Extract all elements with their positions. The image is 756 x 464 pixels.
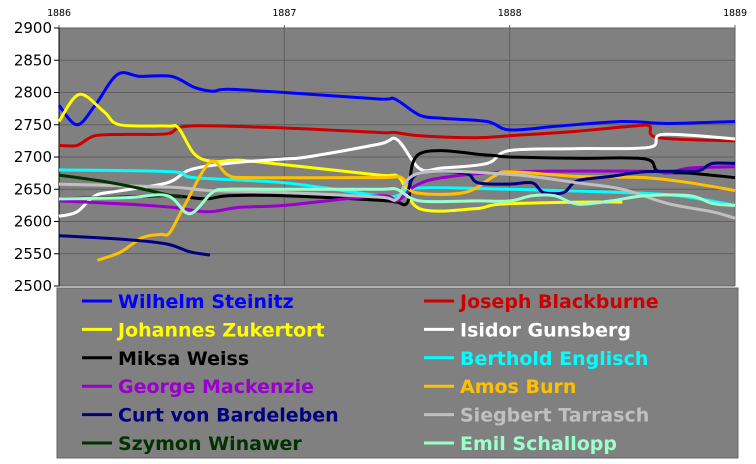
y-tick-label: 2800 bbox=[14, 84, 52, 102]
series-line-miksa-weiss bbox=[58, 149, 736, 207]
x-tick-label: 1886 bbox=[47, 8, 71, 19]
y-tick-label: 2650 bbox=[14, 180, 52, 198]
y-tick-label: 2700 bbox=[14, 148, 52, 166]
legend-label: Berthold Englisch bbox=[460, 348, 648, 370]
series-line-berthold-englisch bbox=[58, 168, 736, 207]
x-tick-label: 1889 bbox=[723, 8, 747, 19]
legend-box bbox=[56, 287, 739, 459]
x-tick-label: 1888 bbox=[498, 8, 522, 19]
y-tick-label: 2500 bbox=[14, 277, 52, 295]
y-tick-label: 2850 bbox=[14, 51, 52, 69]
y-tick-label: 2750 bbox=[14, 116, 52, 134]
series-line-johannes-zukertort bbox=[57, 92, 623, 213]
series-line-curt-von-bardeleben bbox=[58, 234, 211, 257]
series-line-isidor-gunsberg bbox=[58, 132, 736, 218]
legend-label: Amos Burn bbox=[460, 376, 576, 398]
legend-label: Joseph Blackburne bbox=[458, 291, 659, 313]
legend-label: Szymon Winawer bbox=[118, 433, 302, 455]
series-line-joseph-blackburne bbox=[58, 123, 736, 148]
legend-label: Johannes Zukertort bbox=[116, 319, 325, 341]
legend-label: Wilhelm Steinitz bbox=[118, 291, 294, 313]
series-lines bbox=[57, 71, 736, 262]
y-axis: 2900 2850 2800 2750 2700 2650 2600 2550 2500 bbox=[14, 19, 60, 295]
legend-label: Isidor Gunsberg bbox=[460, 319, 631, 341]
y-tick-label: 2550 bbox=[14, 245, 52, 263]
x-axis: 1886 1887 1888 1889 bbox=[47, 8, 747, 19]
legend-label: Siegbert Tarrasch bbox=[460, 405, 649, 427]
legend-label: Curt von Bardeleben bbox=[118, 405, 339, 427]
legend: Wilhelm Steinitz Joseph Blackburne Johanne… bbox=[82, 291, 659, 455]
series-line-siegbert-tarrasch bbox=[58, 169, 736, 220]
y-tick-label: 2600 bbox=[14, 213, 52, 231]
legend-label: Emil Schallopp bbox=[460, 433, 617, 455]
series-line-amos-burn bbox=[96, 159, 736, 262]
series-line-curt-von-bardeleben bbox=[406, 161, 736, 196]
series-line-wilhelm-steinitz bbox=[57, 71, 736, 132]
series-line-szymon-winawer bbox=[58, 173, 184, 199]
legend-label: George Mackenzie bbox=[118, 376, 314, 398]
series-line-emil-schallopp bbox=[58, 186, 736, 216]
x-tick-label: 1887 bbox=[272, 8, 296, 19]
legend-label: Miksa Weiss bbox=[118, 348, 249, 370]
y-tick-label: 2900 bbox=[14, 19, 52, 37]
